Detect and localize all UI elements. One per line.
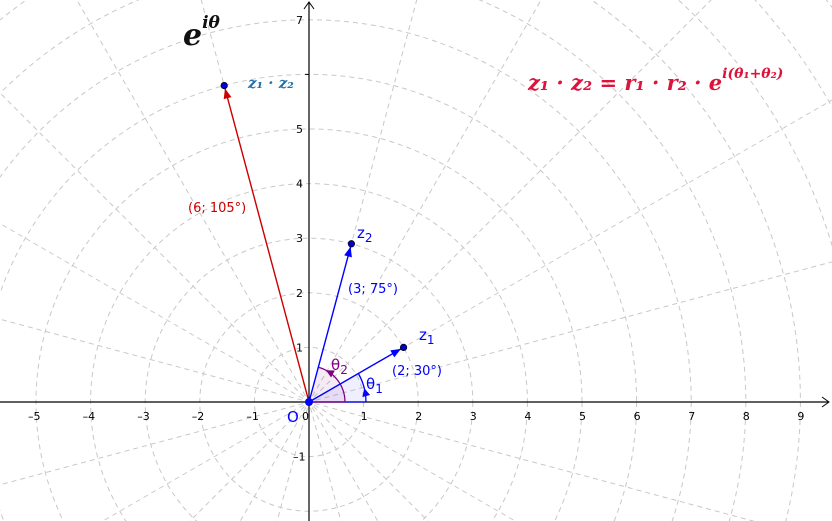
product-point-label: z₁ · z₂ (248, 74, 294, 92)
theta2-label: θ2 (331, 356, 348, 377)
product-point (220, 81, 228, 90)
origin-point (305, 398, 313, 406)
origin-label: O (287, 408, 299, 426)
y-tick-label: –1 (293, 451, 306, 464)
y-tick-label: 5 (296, 123, 303, 136)
x-tick-label: –1 (246, 410, 259, 423)
x-tick-label: 3 (470, 410, 477, 423)
grid-ray (0, 261, 832, 486)
z2-point (347, 240, 355, 248)
title-e-i-theta: eiθ (183, 13, 220, 53)
theta1-arc (357, 373, 367, 403)
product-vector (223, 85, 310, 403)
grid-ray (0, 318, 756, 521)
y-tick-label: 2 (296, 287, 303, 300)
title-exponent: iθ (202, 13, 220, 33)
x-axis-arrow-icon (821, 396, 830, 408)
z2-polar-label: (3; 75°) (348, 282, 398, 297)
z2-vector (308, 243, 353, 403)
x-tick-label: 2 (415, 410, 422, 423)
y-tick-label: 7 (296, 14, 303, 27)
z1-polar-label: (2; 30°) (392, 364, 442, 379)
formula-exponent: i(θ₁+θ₂) (722, 66, 784, 82)
x-tick-label: –4 (83, 410, 96, 423)
theta2-arc (318, 366, 346, 403)
x-tick-label: 0 (302, 410, 309, 423)
y-axis-arrow-icon (303, 1, 315, 10)
y-tick-label: 4 (296, 178, 303, 191)
z2-point-label: z2 (357, 224, 373, 245)
angle-arcs (309, 366, 371, 403)
x-tick-label: 5 (579, 410, 586, 423)
x-tick-label: 7 (688, 410, 695, 423)
x-tick-label: 6 (634, 410, 641, 423)
x-tick-label: –5 (28, 410, 41, 423)
theta1-sector (309, 373, 366, 402)
z1-point-label: z1 (419, 326, 435, 347)
x-tick-label: 9 (797, 410, 804, 423)
vectors (220, 81, 408, 406)
z1-arrow-icon (390, 348, 401, 358)
x-tick-label: –3 (137, 410, 150, 423)
theta1-arrow-icon (362, 388, 371, 397)
y-tick-label: 1 (296, 341, 303, 354)
z1-vector (308, 346, 404, 403)
y-tick-label: 3 (296, 232, 303, 245)
x-tick-label: –2 (192, 410, 205, 423)
product-formula: z₁ · z₂ = r₁ · r₂ · ei(θ₁+θ₂) (528, 66, 784, 95)
x-tick-label: 8 (743, 410, 750, 423)
product-polar-label: (6; 105°) (188, 201, 247, 216)
product-arrow-icon (223, 88, 232, 100)
grid-ring (0, 73, 638, 521)
theta2-sector (309, 367, 345, 402)
z1-point (399, 343, 408, 352)
x-tick-label: 4 (524, 410, 531, 423)
theta2-arrow-icon (325, 370, 335, 378)
z2-arrow-icon (344, 246, 352, 258)
x-tick-label: 1 (361, 410, 368, 423)
theta1-label: θ1 (366, 375, 383, 396)
